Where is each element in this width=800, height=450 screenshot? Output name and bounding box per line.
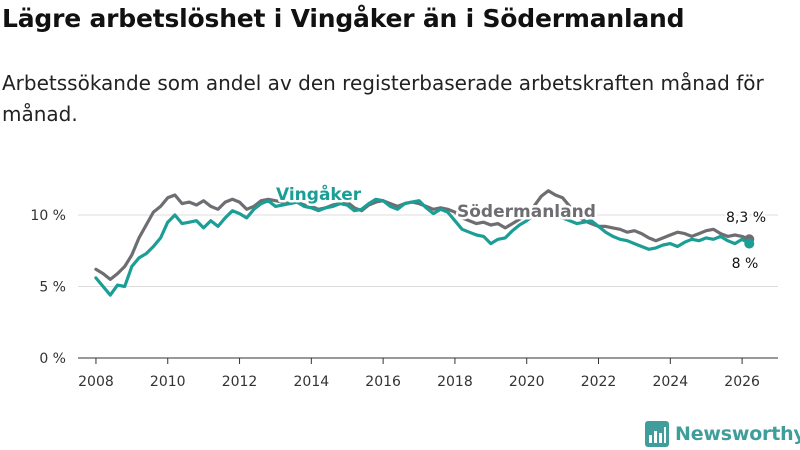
newsworthy-logo: Newsworthy — [645, 419, 800, 449]
end-label-sodermanland: 8,3 % — [726, 210, 766, 226]
end-label-vingaker: 8 % — [732, 256, 759, 272]
series-label-sodermanland: Södermanland — [457, 202, 596, 222]
x-tick-label: 2022 — [581, 374, 617, 390]
y-tick-label: 5 % — [39, 280, 66, 296]
x-tick-label: 2012 — [222, 374, 258, 390]
y-tick-label: 10 % — [30, 208, 66, 224]
end-label-sodermanland-halo: 8,3 % — [726, 210, 766, 226]
series-label-vingaker: Vingåker — [276, 183, 362, 205]
x-tick-label: 2026 — [724, 374, 760, 390]
end-point-vingaker — [744, 238, 755, 249]
y-tick-label: 0 % — [39, 351, 66, 367]
chart-subtitle: Arbetssökande som andel av den registerb… — [2, 71, 764, 126]
x-tick-label: 2024 — [652, 374, 688, 390]
x-tick-label: 2010 — [150, 374, 186, 390]
x-tick-label: 2020 — [509, 374, 545, 390]
x-tick-label: 2016 — [365, 374, 401, 390]
series-label-sodermanland-halo: Södermanland — [457, 202, 596, 222]
end-label-vingaker-halo: 8 % — [732, 256, 759, 272]
x-tick-label: 2018 — [437, 374, 473, 390]
series-label-vingaker-halo: Vingåker — [276, 183, 362, 205]
x-tick-label: 2014 — [294, 374, 330, 390]
chart-title: Lägre arbetslöshet i Vingåker än i Söder… — [2, 4, 685, 33]
x-tick-label: 2008 — [78, 374, 114, 390]
chart-labels: 0 % 5 % 10 % 2008 2010 2012 2014 2016 2018 2020 20… — [30, 181, 768, 391]
series-line-vingaker — [94, 197, 751, 297]
grid-lines — [78, 214, 778, 364]
brand-name: Newsworthy — [675, 423, 800, 445]
newsworthy-icon — [645, 421, 669, 447]
series-lines — [94, 189, 755, 297]
